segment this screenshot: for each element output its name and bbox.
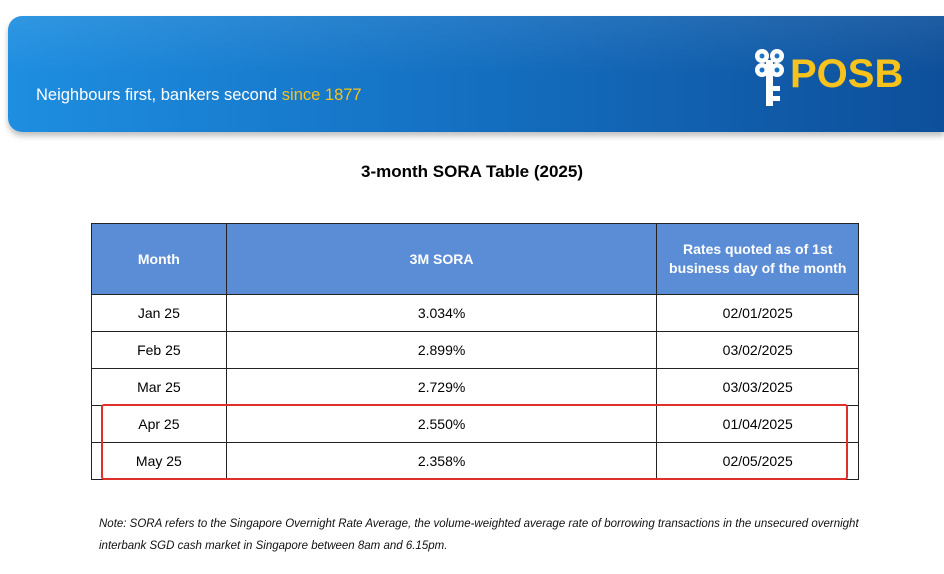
cell-date: 01/04/2025 xyxy=(656,405,859,443)
header-month: Month xyxy=(91,223,227,295)
footnote: Note: SORA refers to the Singapore Overn… xyxy=(99,518,859,552)
table-row: Jan 25 3.034% 02/01/2025 xyxy=(91,294,859,332)
table-header-row: Month 3M SORA Rates quoted as of 1st bus… xyxy=(91,223,859,295)
table-row: Feb 25 2.899% 03/02/2025 xyxy=(91,331,859,369)
posb-key-icon xyxy=(755,49,784,106)
cell-sora: 2.550% xyxy=(225,405,658,443)
cell-sora: 3.034% xyxy=(225,294,658,332)
cell-sora: 2.358% xyxy=(225,442,658,480)
tagline-main: Neighbours first, bankers second xyxy=(36,86,282,104)
tagline: Neighbours first, bankers second since 1… xyxy=(36,86,362,105)
cell-month: Mar 25 xyxy=(91,368,227,406)
cell-date: 03/03/2025 xyxy=(656,368,859,406)
cell-month: Apr 25 xyxy=(91,405,227,443)
sora-table: Month 3M SORA Rates quoted as of 1st bus… xyxy=(91,223,859,480)
cell-date: 03/02/2025 xyxy=(656,331,859,369)
tagline-since: since 1877 xyxy=(281,86,362,104)
page-title: 3-month SORA Table (2025) xyxy=(361,162,583,181)
cell-date: 02/01/2025 xyxy=(656,294,859,332)
cell-sora: 2.729% xyxy=(225,368,658,406)
cell-date: 02/05/2025 xyxy=(656,442,859,480)
header-banner: Neighbours first, bankers second since 1… xyxy=(8,16,944,132)
cell-month: May 25 xyxy=(91,442,227,480)
header-rates-quoted: Rates quoted as of 1st business day of t… xyxy=(656,223,859,295)
table-row: Mar 25 2.729% 03/03/2025 xyxy=(91,368,859,406)
posb-logo: POSB xyxy=(750,46,930,108)
logo-text: POSB xyxy=(790,52,904,96)
cell-month: Jan 25 xyxy=(91,294,227,332)
header-3m-sora: 3M SORA xyxy=(225,223,658,295)
table-row: Apr 25 2.550% 01/04/2025 xyxy=(91,405,859,443)
cell-sora: 2.899% xyxy=(225,331,658,369)
table-row: May 25 2.358% 02/05/2025 xyxy=(91,442,859,480)
cell-month: Feb 25 xyxy=(91,331,227,369)
